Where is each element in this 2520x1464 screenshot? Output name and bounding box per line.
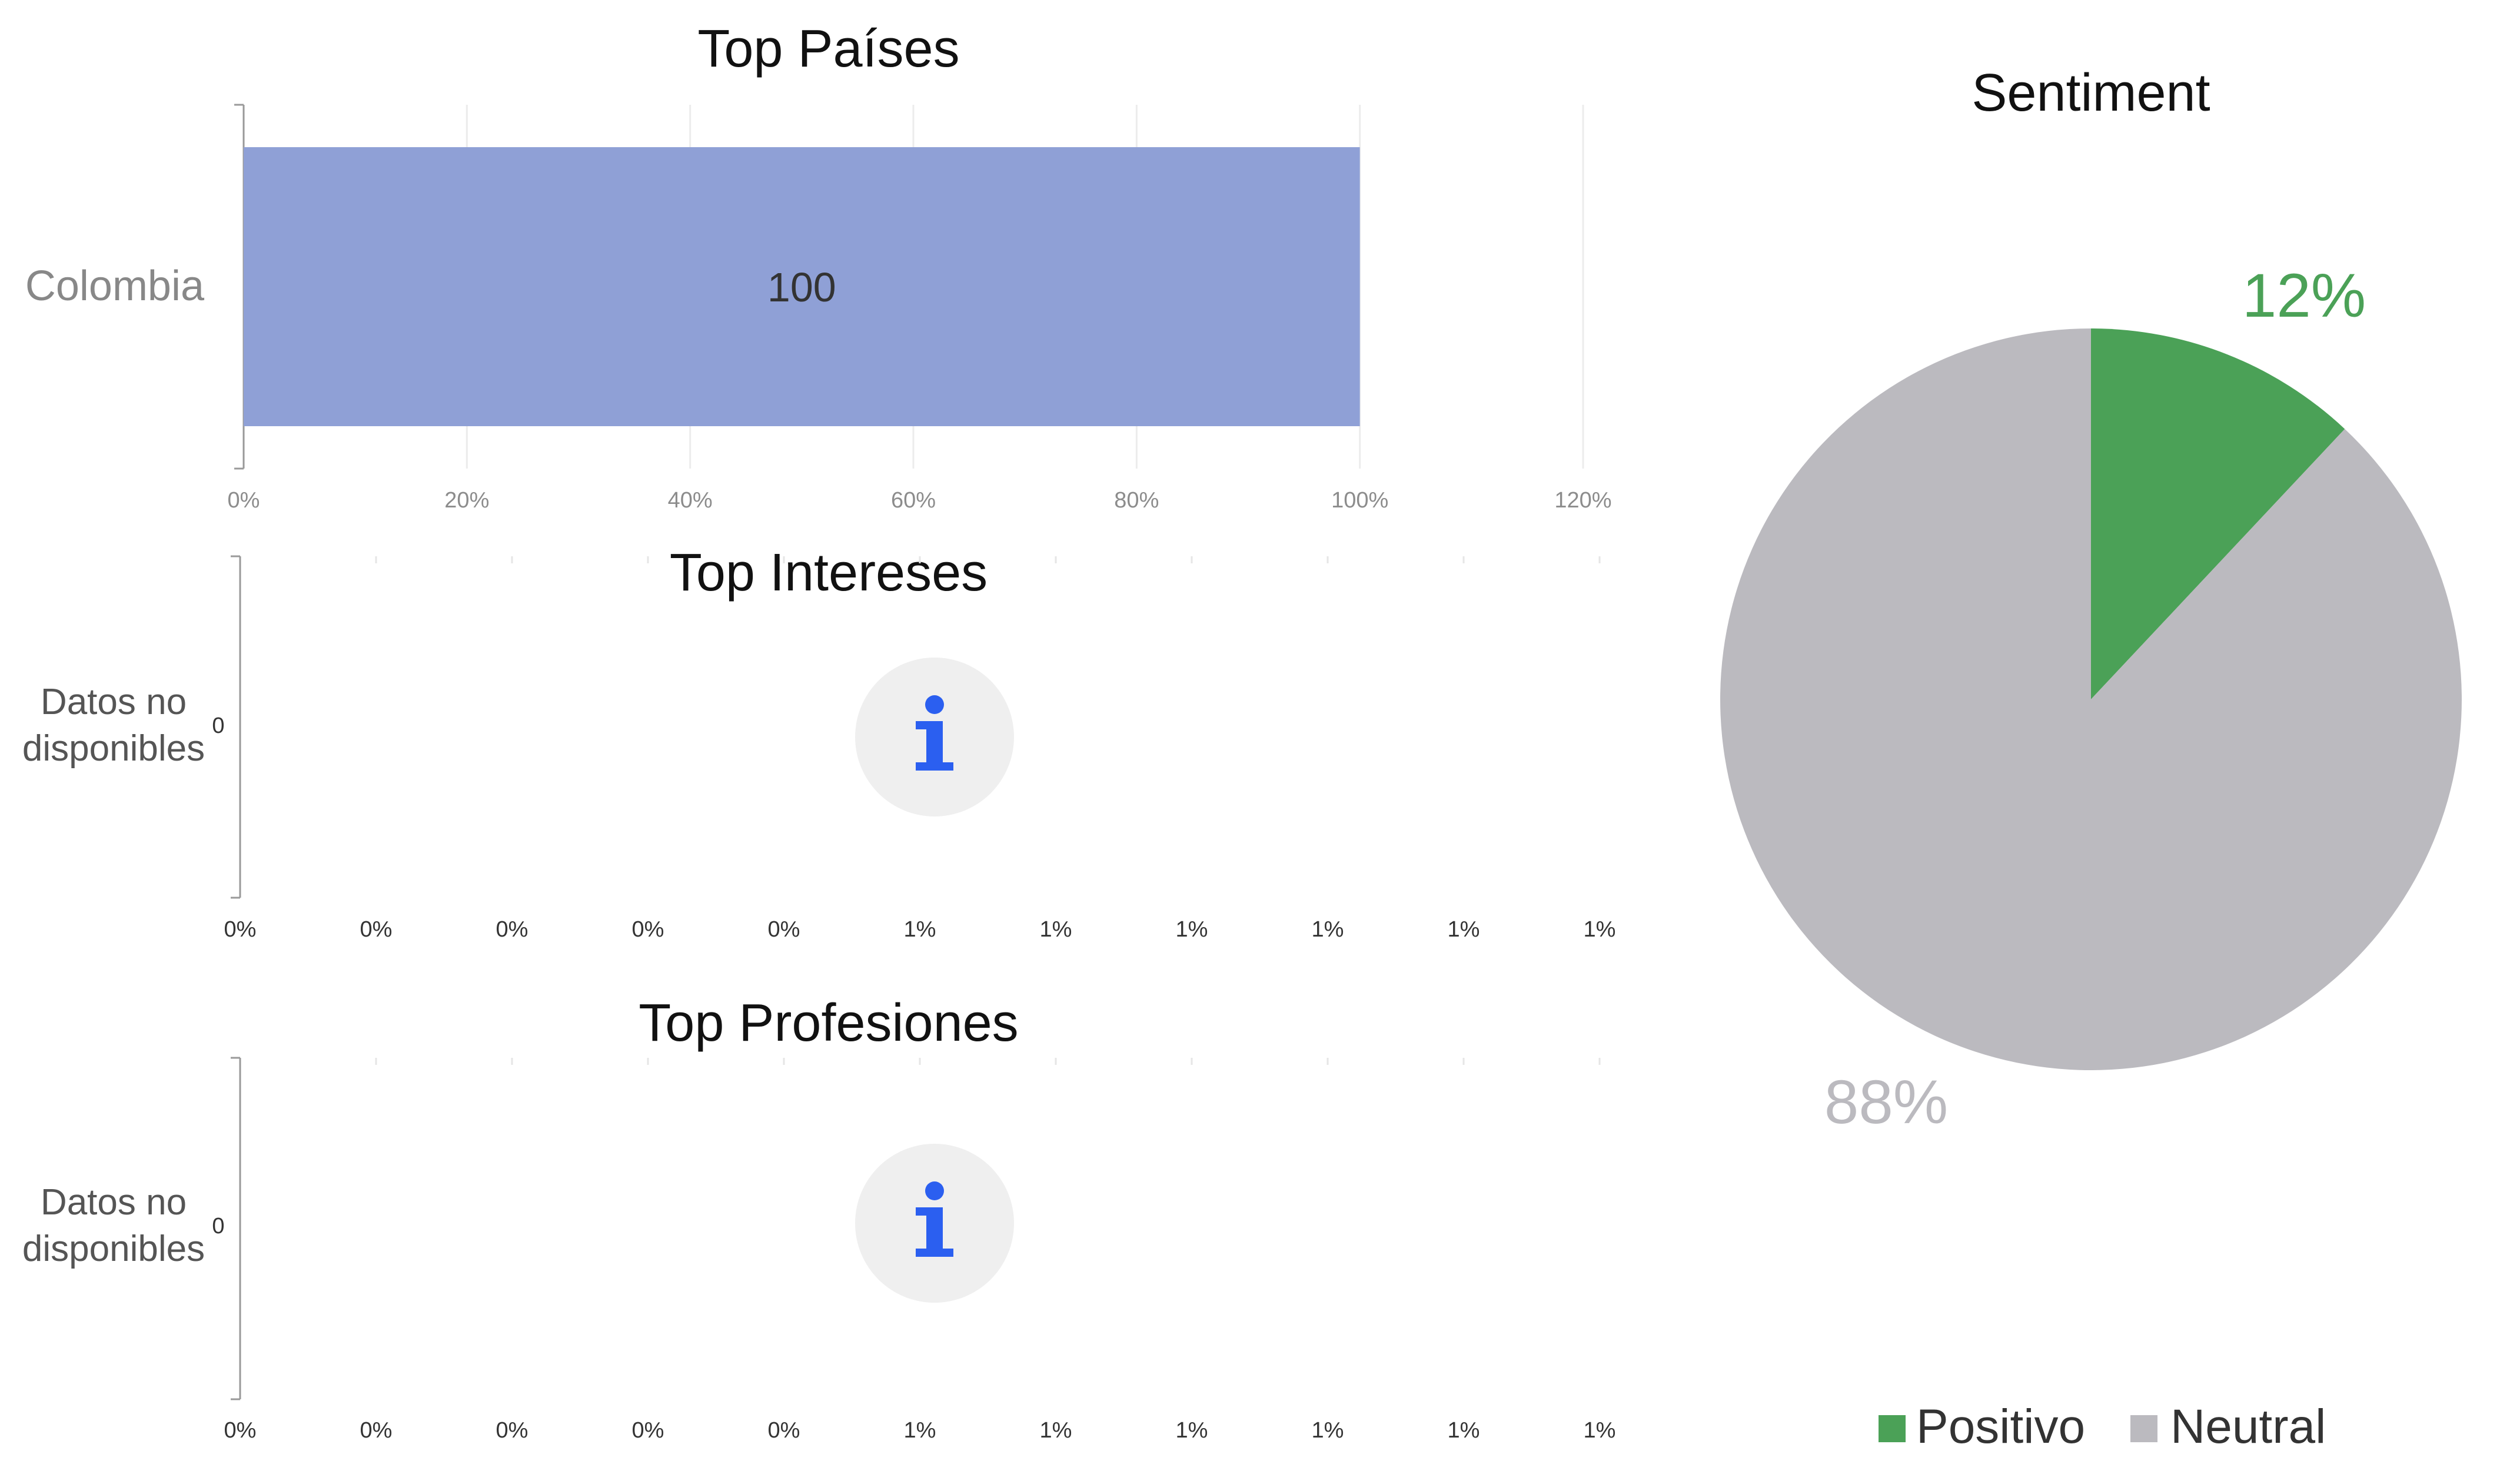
x-tick-label: 0% [768,917,800,942]
x-tick-label: 100% [1331,488,1388,513]
x-tick-label: 1% [1448,1418,1480,1443]
x-tick-label: 1% [1312,917,1344,942]
legend-label-positivo: Positivo [1916,1400,2085,1453]
x-tick-label: 1% [904,1418,936,1443]
x-tick-label: 0% [360,1418,393,1443]
x-tick-label: 1% [1584,1418,1616,1443]
x-tick-label: 0% [228,488,260,513]
x-tick-label: 0% [632,917,664,942]
gridlines [375,556,1601,563]
x-tick-label: 1% [1040,1418,1072,1443]
category-label-line2: disponibles [22,1229,205,1269]
chart-title: Sentiment [1972,64,2210,122]
top-intereses-chart: Top Intereses Datos no disponibles 0 0% 0… [22,543,1616,942]
category-label-line1: Datos no [41,682,187,722]
x-tick-label: 60% [891,488,936,513]
gridlines [375,1058,1601,1065]
x-tick-label: 1% [1176,1418,1208,1443]
x-tick-label: 1% [1312,1418,1344,1443]
top-profesiones-chart: Top Profesiones Datos no disponibles 0 0… [22,994,1616,1443]
info-icon [855,658,1014,816]
x-tick-label: 120% [1554,488,1611,513]
x-tick-label: 1% [904,917,936,942]
x-tick-labels: 0% 0% 0% 0% 0% 1% 1% 1% 1% 1% 1% [224,1418,1616,1443]
x-tick-label: 80% [1114,488,1159,513]
pie-slices [1720,328,2462,1070]
x-tick-label: 0% [224,1418,257,1443]
sentiment-pie-chart: Sentiment 12% 88% Positivo Neutral [1720,64,2462,1453]
chart-title: Top Intereses [670,543,988,602]
category-label: Colombia [25,263,205,310]
x-tick-labels: 0% 20% 40% 60% 80% 100% 120% [228,488,1612,513]
x-tick-label: 0% [632,1418,664,1443]
x-tick-label: 40% [668,488,713,513]
pie-slice-positivo [2091,328,2345,699]
x-tick-label: 20% [444,488,489,513]
legend: Positivo Neutral [1879,1400,2326,1453]
bar-data-label: 0 [212,713,224,738]
slice-label-positivo: 12% [2242,261,2366,330]
chart-title: Top Países [697,19,959,78]
legend-label-neutral: Neutral [2170,1400,2326,1453]
category-label-line1: Datos no [41,1182,187,1223]
pie-slice-neutral [1720,328,2462,1070]
x-tick-labels: 0% 0% 0% 0% 0% 1% 1% 1% 1% 1% 1% [224,917,1616,942]
x-tick-label: 0% [768,1418,800,1443]
legend-swatch-neutral [2130,1415,2157,1442]
x-tick-label: 0% [496,1418,528,1443]
x-tick-label: 0% [496,917,528,942]
legend-swatch-positivo [1879,1415,1906,1442]
x-tick-label: 0% [224,917,257,942]
bar-colombia [244,147,1360,426]
bar-data-label: 100 [767,264,836,310]
top-paises-chart: Top Países 100 Colombia 0% 20% 40% 60% 80% 10… [25,19,1612,513]
chart-title: Top Profesiones [639,994,1018,1053]
info-icon [855,1144,1014,1303]
slice-label-neutral: 88% [1824,1068,1948,1137]
bar-data-label: 0 [212,1214,224,1239]
x-tick-label: 1% [1584,917,1616,942]
x-tick-label: 1% [1040,917,1072,942]
x-tick-label: 1% [1448,917,1480,942]
x-tick-label: 0% [360,917,393,942]
category-label-line2: disponibles [22,728,205,769]
x-tick-label: 1% [1176,917,1208,942]
